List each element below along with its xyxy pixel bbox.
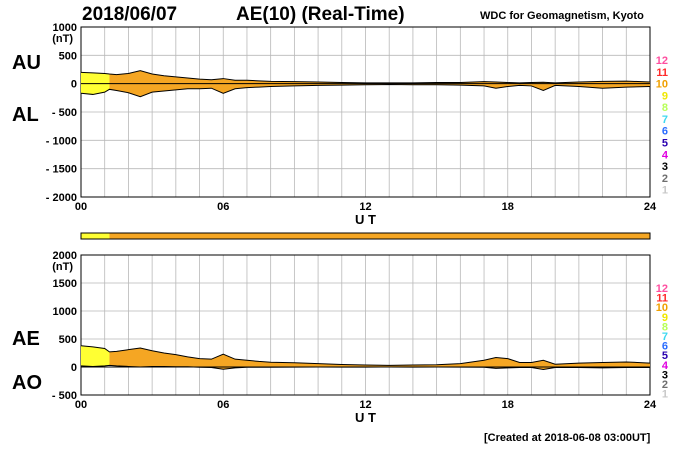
legend-entry: 12 xyxy=(656,55,668,67)
plot-frame xyxy=(80,26,651,198)
plot-frame xyxy=(80,254,651,396)
y-tick-label: 1500 xyxy=(53,278,77,290)
series-line-au xyxy=(80,70,651,84)
y-tick-label: - 1000 xyxy=(46,135,77,147)
au-label: AU xyxy=(12,52,41,74)
x-axis-label: U T xyxy=(355,212,376,227)
x-tick-label: 18 xyxy=(502,399,514,411)
y-tick-label: 2000 xyxy=(53,250,77,262)
x-tick-label: 06 xyxy=(217,399,229,411)
y-tick-label: 0 xyxy=(71,79,77,91)
series-line-ao xyxy=(80,364,651,371)
legend-entry: 1 xyxy=(662,389,668,401)
ae-label: AE xyxy=(12,328,40,350)
al-label: AL xyxy=(12,104,39,126)
legend-entry: 11 xyxy=(656,293,668,305)
legend-entry: 1 xyxy=(662,185,668,197)
legend-entry: 8 xyxy=(662,102,668,114)
station-bar-frame xyxy=(80,232,651,240)
series-line-al xyxy=(80,84,651,98)
legend-entry: 6 xyxy=(662,341,668,353)
legend-entry: 2 xyxy=(662,379,668,391)
y-tick-label: - 500 xyxy=(52,107,77,119)
legend-entry: 5 xyxy=(662,137,668,149)
legend-entry: 3 xyxy=(662,161,668,173)
x-tick-label: 00 xyxy=(75,201,87,213)
y-unit-label: (nT) xyxy=(52,261,73,273)
legend-entry: 9 xyxy=(662,312,668,324)
legend-entry: 9 xyxy=(662,90,668,102)
x-tick-label: 06 xyxy=(217,201,229,213)
y-tick-label: 0 xyxy=(71,362,77,374)
legend-entry: 4 xyxy=(662,360,669,372)
legend-entry: 10 xyxy=(656,79,668,91)
station-bar-segment xyxy=(109,233,650,239)
y-tick-label: 500 xyxy=(59,50,77,62)
created-timestamp: [Created at 2018-06-08 03:00UT] xyxy=(484,432,651,444)
y-tick-label: 1000 xyxy=(53,306,77,318)
x-tick-label: 24 xyxy=(644,201,657,213)
legend-entry: 2 xyxy=(662,173,668,185)
x-tick-label: 12 xyxy=(359,201,371,213)
station-bar-segment xyxy=(81,233,110,239)
y-tick-label: - 500 xyxy=(52,390,77,402)
ao-label: AO xyxy=(12,372,42,394)
y-unit-label: (nT) xyxy=(52,33,73,45)
legend-entry: 8 xyxy=(662,321,668,333)
y-tick-label: 500 xyxy=(59,334,77,346)
upper-panel xyxy=(80,26,651,198)
y-tick-label: - 2000 xyxy=(46,192,77,204)
y-tick-label: 1000 xyxy=(53,22,77,34)
legend-entry: 11 xyxy=(656,67,668,79)
series-line-ae xyxy=(80,345,651,366)
legend-entry: 5 xyxy=(662,350,668,362)
y-tick-label: - 1500 xyxy=(46,164,77,176)
legend-entry: 3 xyxy=(662,369,668,381)
band-area-9 xyxy=(81,345,110,367)
chart-title: AE(10) (Real-Time) xyxy=(236,4,405,25)
legend-entry: 4 xyxy=(662,149,669,161)
x-tick-label: 00 xyxy=(75,399,87,411)
x-tick-label: 18 xyxy=(502,201,514,213)
legend-entry: 6 xyxy=(662,126,668,138)
legend-entry: 7 xyxy=(662,331,668,343)
band-area-10 xyxy=(109,347,650,370)
x-tick-label: 12 xyxy=(359,399,371,411)
lower-panel xyxy=(80,254,651,396)
x-axis-label: U T xyxy=(355,410,376,425)
x-tick-label: 24 xyxy=(644,399,657,411)
legend-entry: 10 xyxy=(656,302,668,314)
legend-entry: 12 xyxy=(656,283,668,295)
chart-date: 2018/06/07 xyxy=(82,4,178,25)
legend-entry: 7 xyxy=(662,114,668,126)
organization-label: WDC for Geomagnetism, Kyoto xyxy=(480,10,644,22)
